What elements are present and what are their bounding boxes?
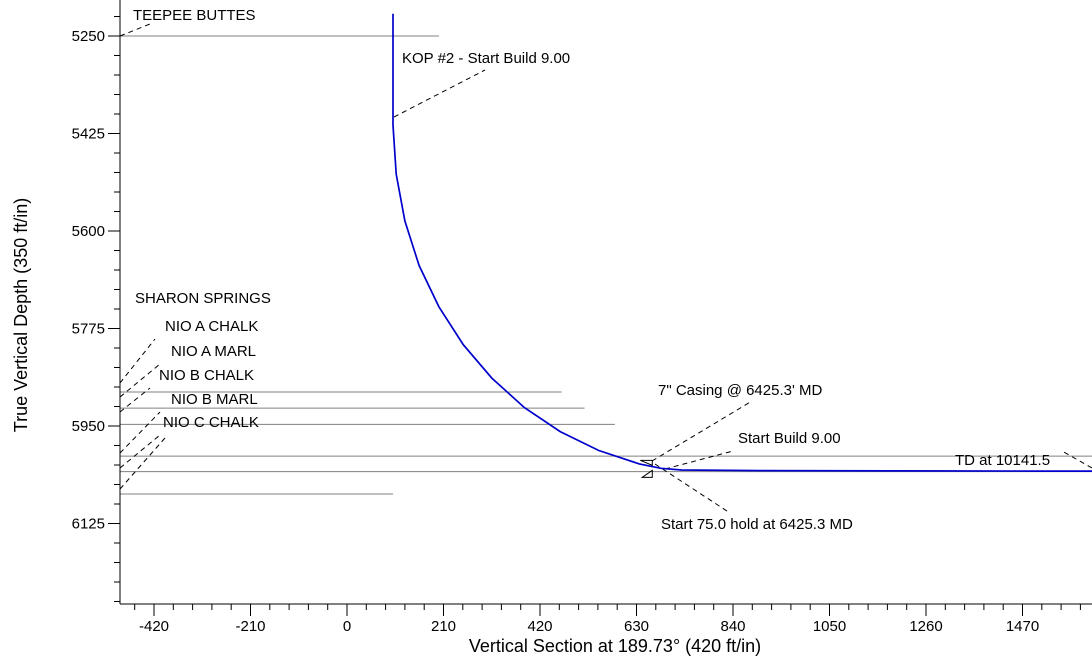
formation-label-nio-b-chalk: NIO B CHALK bbox=[159, 367, 254, 384]
x-axis-title: Vertical Section at 189.73° (420 ft/in) bbox=[469, 636, 761, 656]
annotation-start-build: Start Build 9.00 bbox=[738, 430, 841, 447]
x-tick-label: 1260 bbox=[909, 618, 942, 635]
annotation-kop2-start-build: KOP #2 - Start Build 9.00 bbox=[402, 50, 570, 67]
y-ticks: 5250 5425 5600 5775 5950 6125 bbox=[72, 16, 120, 602]
leader-line bbox=[1061, 450, 1092, 469]
leader-line bbox=[664, 450, 734, 470]
annotation-td: TD at 10141.5 bbox=[955, 452, 1050, 469]
x-tick-label: 630 bbox=[624, 618, 649, 635]
formation-label-nio-b-marl: NIO B MARL bbox=[171, 391, 258, 408]
formation-lines bbox=[120, 35, 1092, 495]
x-tick-label: -210 bbox=[235, 618, 265, 635]
leader-line bbox=[119, 411, 161, 454]
x-tick-label: -420 bbox=[139, 618, 169, 635]
y-axis-title: True Vertical Depth (350 ft/in) bbox=[11, 198, 31, 432]
x-tick-label: 420 bbox=[527, 618, 552, 635]
leader-lines bbox=[119, 23, 1092, 514]
x-tick-label: 840 bbox=[720, 618, 745, 635]
leader-line bbox=[119, 338, 156, 384]
formation-label-sharon-springs: SHARON SPRINGS bbox=[135, 290, 271, 307]
labels: Vertical Section at 189.73° (420 ft/in) … bbox=[11, 7, 1050, 656]
x-tick-label: 1050 bbox=[813, 618, 846, 635]
x-tick-label: 1470 bbox=[1006, 618, 1039, 635]
annotation-casing: 7" Casing @ 6425.3' MD bbox=[658, 382, 822, 399]
casing-marker bbox=[640, 459, 653, 478]
formation-label-nio-a-chalk: NIO A CHALK bbox=[165, 318, 258, 335]
leader-line bbox=[119, 437, 166, 490]
y-tick-label: 5425 bbox=[72, 126, 105, 143]
y-tick-label: 6125 bbox=[72, 516, 105, 533]
annotation-start-hold: Start 75.0 hold at 6425.3 MD bbox=[661, 516, 853, 533]
wellpath-line bbox=[392, 13, 1092, 472]
leader-line bbox=[119, 387, 151, 413]
x-ticks: -420 -210 0 210 420 630 840 1050 1260 1470 bbox=[134, 604, 1081, 635]
formation-label-teepee-buttes: TEEPEE BUTTES bbox=[133, 7, 256, 24]
formation-label-nio-c-chalk: NIO C CHALK bbox=[163, 414, 259, 431]
leader-line bbox=[654, 463, 731, 514]
x-tick-label: 0 bbox=[343, 618, 351, 635]
y-tick-label: 5600 bbox=[72, 223, 105, 240]
leader-line bbox=[393, 69, 486, 118]
y-tick-label: 5775 bbox=[72, 321, 105, 338]
axes bbox=[119, 0, 1092, 605]
x-tick-label: 210 bbox=[431, 618, 456, 635]
leader-line bbox=[119, 23, 151, 37]
y-tick-label: 5950 bbox=[72, 418, 105, 435]
y-tick-label: 5250 bbox=[72, 28, 105, 45]
formation-label-nio-a-marl: NIO A MARL bbox=[171, 343, 256, 360]
leader-line bbox=[119, 434, 161, 469]
wellpath bbox=[392, 13, 1092, 478]
leader-line bbox=[651, 400, 753, 462]
